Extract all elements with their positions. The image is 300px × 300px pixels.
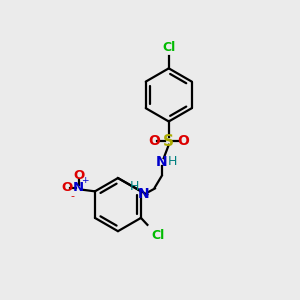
Text: N: N: [73, 182, 84, 194]
Text: O: O: [177, 134, 189, 148]
Text: Cl: Cl: [162, 41, 175, 54]
Text: Cl: Cl: [151, 229, 164, 242]
Text: O: O: [73, 169, 84, 182]
Text: -: -: [70, 191, 74, 201]
Text: S: S: [163, 134, 174, 148]
Text: N: N: [156, 155, 168, 169]
Text: H: H: [167, 155, 177, 168]
Text: H: H: [130, 180, 140, 193]
Text: O: O: [61, 182, 72, 194]
Text: O: O: [148, 134, 160, 148]
Text: N: N: [138, 187, 150, 200]
Text: +: +: [82, 176, 89, 185]
